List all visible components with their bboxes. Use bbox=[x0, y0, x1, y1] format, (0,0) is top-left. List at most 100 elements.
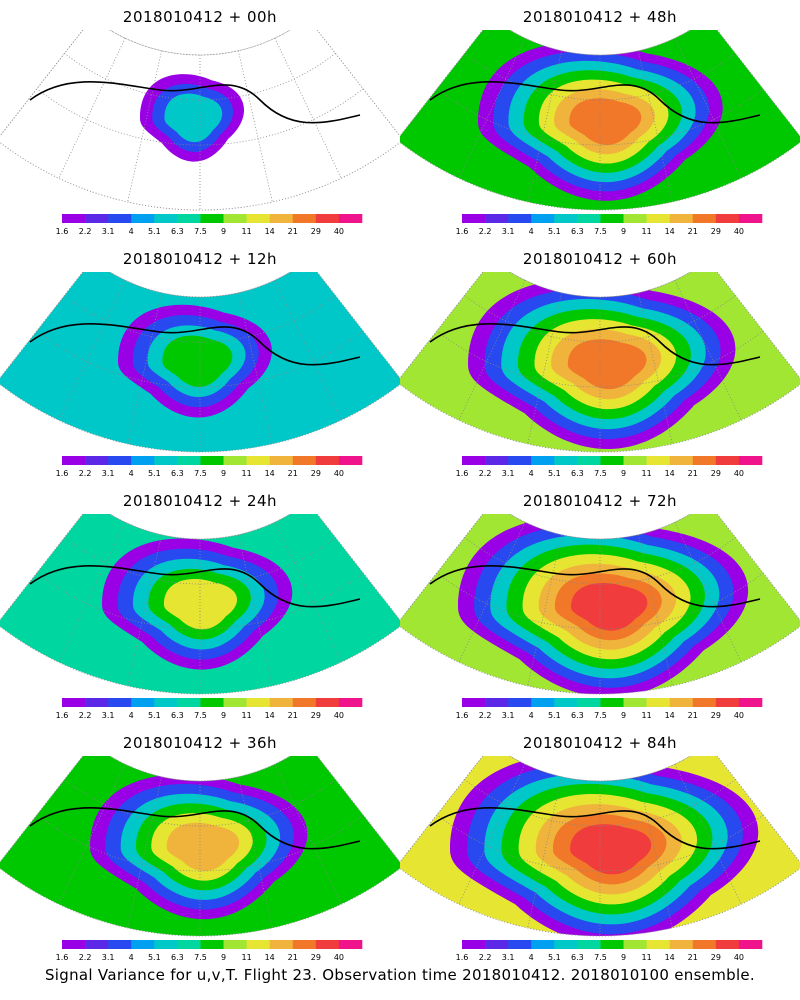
colorbar-swatch bbox=[646, 456, 670, 465]
panel-title: 2018010412 + 00h bbox=[122, 8, 278, 26]
colorbar-tick-label: 3.1 bbox=[102, 711, 115, 720]
panel-title: 2018010412 + 24h bbox=[122, 492, 278, 510]
colorbar-tick-label: 7.5 bbox=[194, 469, 207, 478]
colorbar-swatch bbox=[108, 456, 132, 465]
colorbar-tick-label: 9 bbox=[621, 953, 626, 962]
colorbar-swatch bbox=[462, 456, 486, 465]
colorbar-swatch bbox=[715, 940, 740, 949]
colorbar-swatch bbox=[62, 214, 86, 223]
colorbar-swatch bbox=[200, 940, 224, 949]
colorbar-swatch bbox=[292, 940, 317, 949]
colorbar-tick-label: 21 bbox=[688, 469, 698, 478]
colorbar-swatch bbox=[738, 456, 763, 465]
colorbar-swatch bbox=[669, 214, 694, 223]
colorbar-swatch bbox=[200, 698, 224, 707]
colorbar-tick-label: 2.2 bbox=[479, 227, 492, 236]
colorbar-tick-label: 7.5 bbox=[594, 469, 607, 478]
colorbar-tick-label: 2.2 bbox=[79, 953, 92, 962]
colorbar-swatch bbox=[85, 940, 109, 949]
panel-title: 2018010412 + 48h bbox=[522, 8, 678, 26]
colorbar-tick-label: 4 bbox=[529, 469, 534, 478]
colorbar-tick-label: 9 bbox=[621, 469, 626, 478]
colorbar-swatch bbox=[177, 940, 201, 949]
colorbar-swatch bbox=[338, 456, 363, 465]
colorbar-swatch bbox=[669, 940, 694, 949]
colorbar-tick-label: 5.1 bbox=[548, 953, 561, 962]
colorbar-swatch bbox=[154, 214, 178, 223]
variance-map bbox=[0, 756, 400, 937]
colorbar-swatch bbox=[623, 456, 647, 465]
colorbar-tick-label: 6.3 bbox=[171, 469, 184, 478]
colorbar-swatch bbox=[315, 214, 340, 223]
colorbar-tick-label: 1.6 bbox=[56, 469, 69, 478]
colorbar-swatch bbox=[646, 940, 670, 949]
colorbar-tick-label: 11 bbox=[242, 711, 252, 720]
colorbar-swatch bbox=[462, 940, 486, 949]
colorbar-tick-label: 21 bbox=[288, 227, 298, 236]
colorbar-tick-label: 7.5 bbox=[594, 953, 607, 962]
colorbar-tick-label: 9 bbox=[221, 227, 226, 236]
colorbar-swatch bbox=[85, 698, 109, 707]
colorbar-swatch bbox=[223, 214, 247, 223]
colorbar-tick-label: 1.6 bbox=[456, 711, 469, 720]
colorbar-tick-label: 2.2 bbox=[479, 711, 492, 720]
colorbar-swatch bbox=[485, 214, 509, 223]
colorbar-swatch bbox=[531, 698, 555, 707]
colorbar-tick-label: 14 bbox=[665, 711, 675, 720]
colorbar-swatch bbox=[554, 456, 578, 465]
colorbar-tick-label: 3.1 bbox=[502, 227, 515, 236]
colorbar-tick-label: 5.1 bbox=[548, 711, 561, 720]
colorbar-tick-label: 21 bbox=[288, 953, 298, 962]
colorbar-swatch bbox=[131, 698, 155, 707]
colorbar-swatch bbox=[577, 456, 601, 465]
colorbar-tick-label: 4 bbox=[129, 227, 134, 236]
colorbar-swatch bbox=[338, 698, 363, 707]
colorbar: 1.6 2.2 3.1 4 5.1 6.3 7.5 9 11 14 21 29 40 bbox=[56, 940, 363, 962]
colorbar: 1.6 2.2 3.1 4 5.1 6.3 7.5 9 11 14 21 29 40 bbox=[456, 698, 763, 720]
colorbar-swatch bbox=[200, 214, 224, 223]
colorbar-swatch bbox=[692, 456, 717, 465]
colorbar-tick-label: 3.1 bbox=[102, 469, 115, 478]
colorbar-tick-label: 29 bbox=[311, 227, 321, 236]
colorbar-tick-label: 2.2 bbox=[479, 953, 492, 962]
colorbar-swatch bbox=[577, 698, 601, 707]
colorbar-tick-label: 1.6 bbox=[456, 953, 469, 962]
colorbar-tick-label: 7.5 bbox=[194, 711, 207, 720]
colorbar-swatch bbox=[715, 456, 740, 465]
colorbar-swatch bbox=[292, 456, 317, 465]
colorbar-swatch bbox=[108, 214, 132, 223]
colorbar-swatch bbox=[154, 940, 178, 949]
colorbar-tick-label: 1.6 bbox=[456, 227, 469, 236]
panel-title: 2018010412 + 60h bbox=[522, 250, 678, 268]
colorbar-swatch bbox=[315, 940, 340, 949]
colorbar-swatch bbox=[62, 456, 86, 465]
colorbar-swatch bbox=[338, 940, 363, 949]
variance-map bbox=[0, 30, 400, 211]
colorbar-swatch bbox=[715, 214, 740, 223]
colorbar-tick-label: 5.1 bbox=[148, 227, 161, 236]
colorbar-swatch bbox=[577, 214, 601, 223]
colorbar-tick-label: 21 bbox=[288, 711, 298, 720]
panel-title: 2018010412 + 12h bbox=[122, 250, 278, 268]
colorbar-swatch bbox=[131, 456, 155, 465]
colorbar-swatch bbox=[292, 698, 317, 707]
colorbar-tick-label: 29 bbox=[711, 711, 721, 720]
colorbar-tick-label: 21 bbox=[688, 953, 698, 962]
colorbar-tick-label: 11 bbox=[242, 953, 252, 962]
colorbar-swatch bbox=[269, 698, 294, 707]
colorbar-tick-label: 4 bbox=[129, 469, 134, 478]
colorbar-tick-label: 40 bbox=[334, 711, 344, 720]
colorbar-swatch bbox=[738, 940, 763, 949]
colorbar-swatch bbox=[246, 940, 270, 949]
colorbar-tick-label: 1.6 bbox=[56, 227, 69, 236]
colorbar-tick-label: 14 bbox=[265, 711, 275, 720]
colorbar-tick-label: 4 bbox=[529, 953, 534, 962]
colorbar-swatch bbox=[246, 456, 270, 465]
colorbar-tick-label: 21 bbox=[688, 711, 698, 720]
colorbar-tick-label: 29 bbox=[711, 953, 721, 962]
colorbar-tick-label: 14 bbox=[665, 227, 675, 236]
colorbar-swatch bbox=[177, 456, 201, 465]
colorbar-swatch bbox=[485, 456, 509, 465]
colorbar-swatch bbox=[531, 456, 555, 465]
colorbar-swatch bbox=[85, 214, 109, 223]
